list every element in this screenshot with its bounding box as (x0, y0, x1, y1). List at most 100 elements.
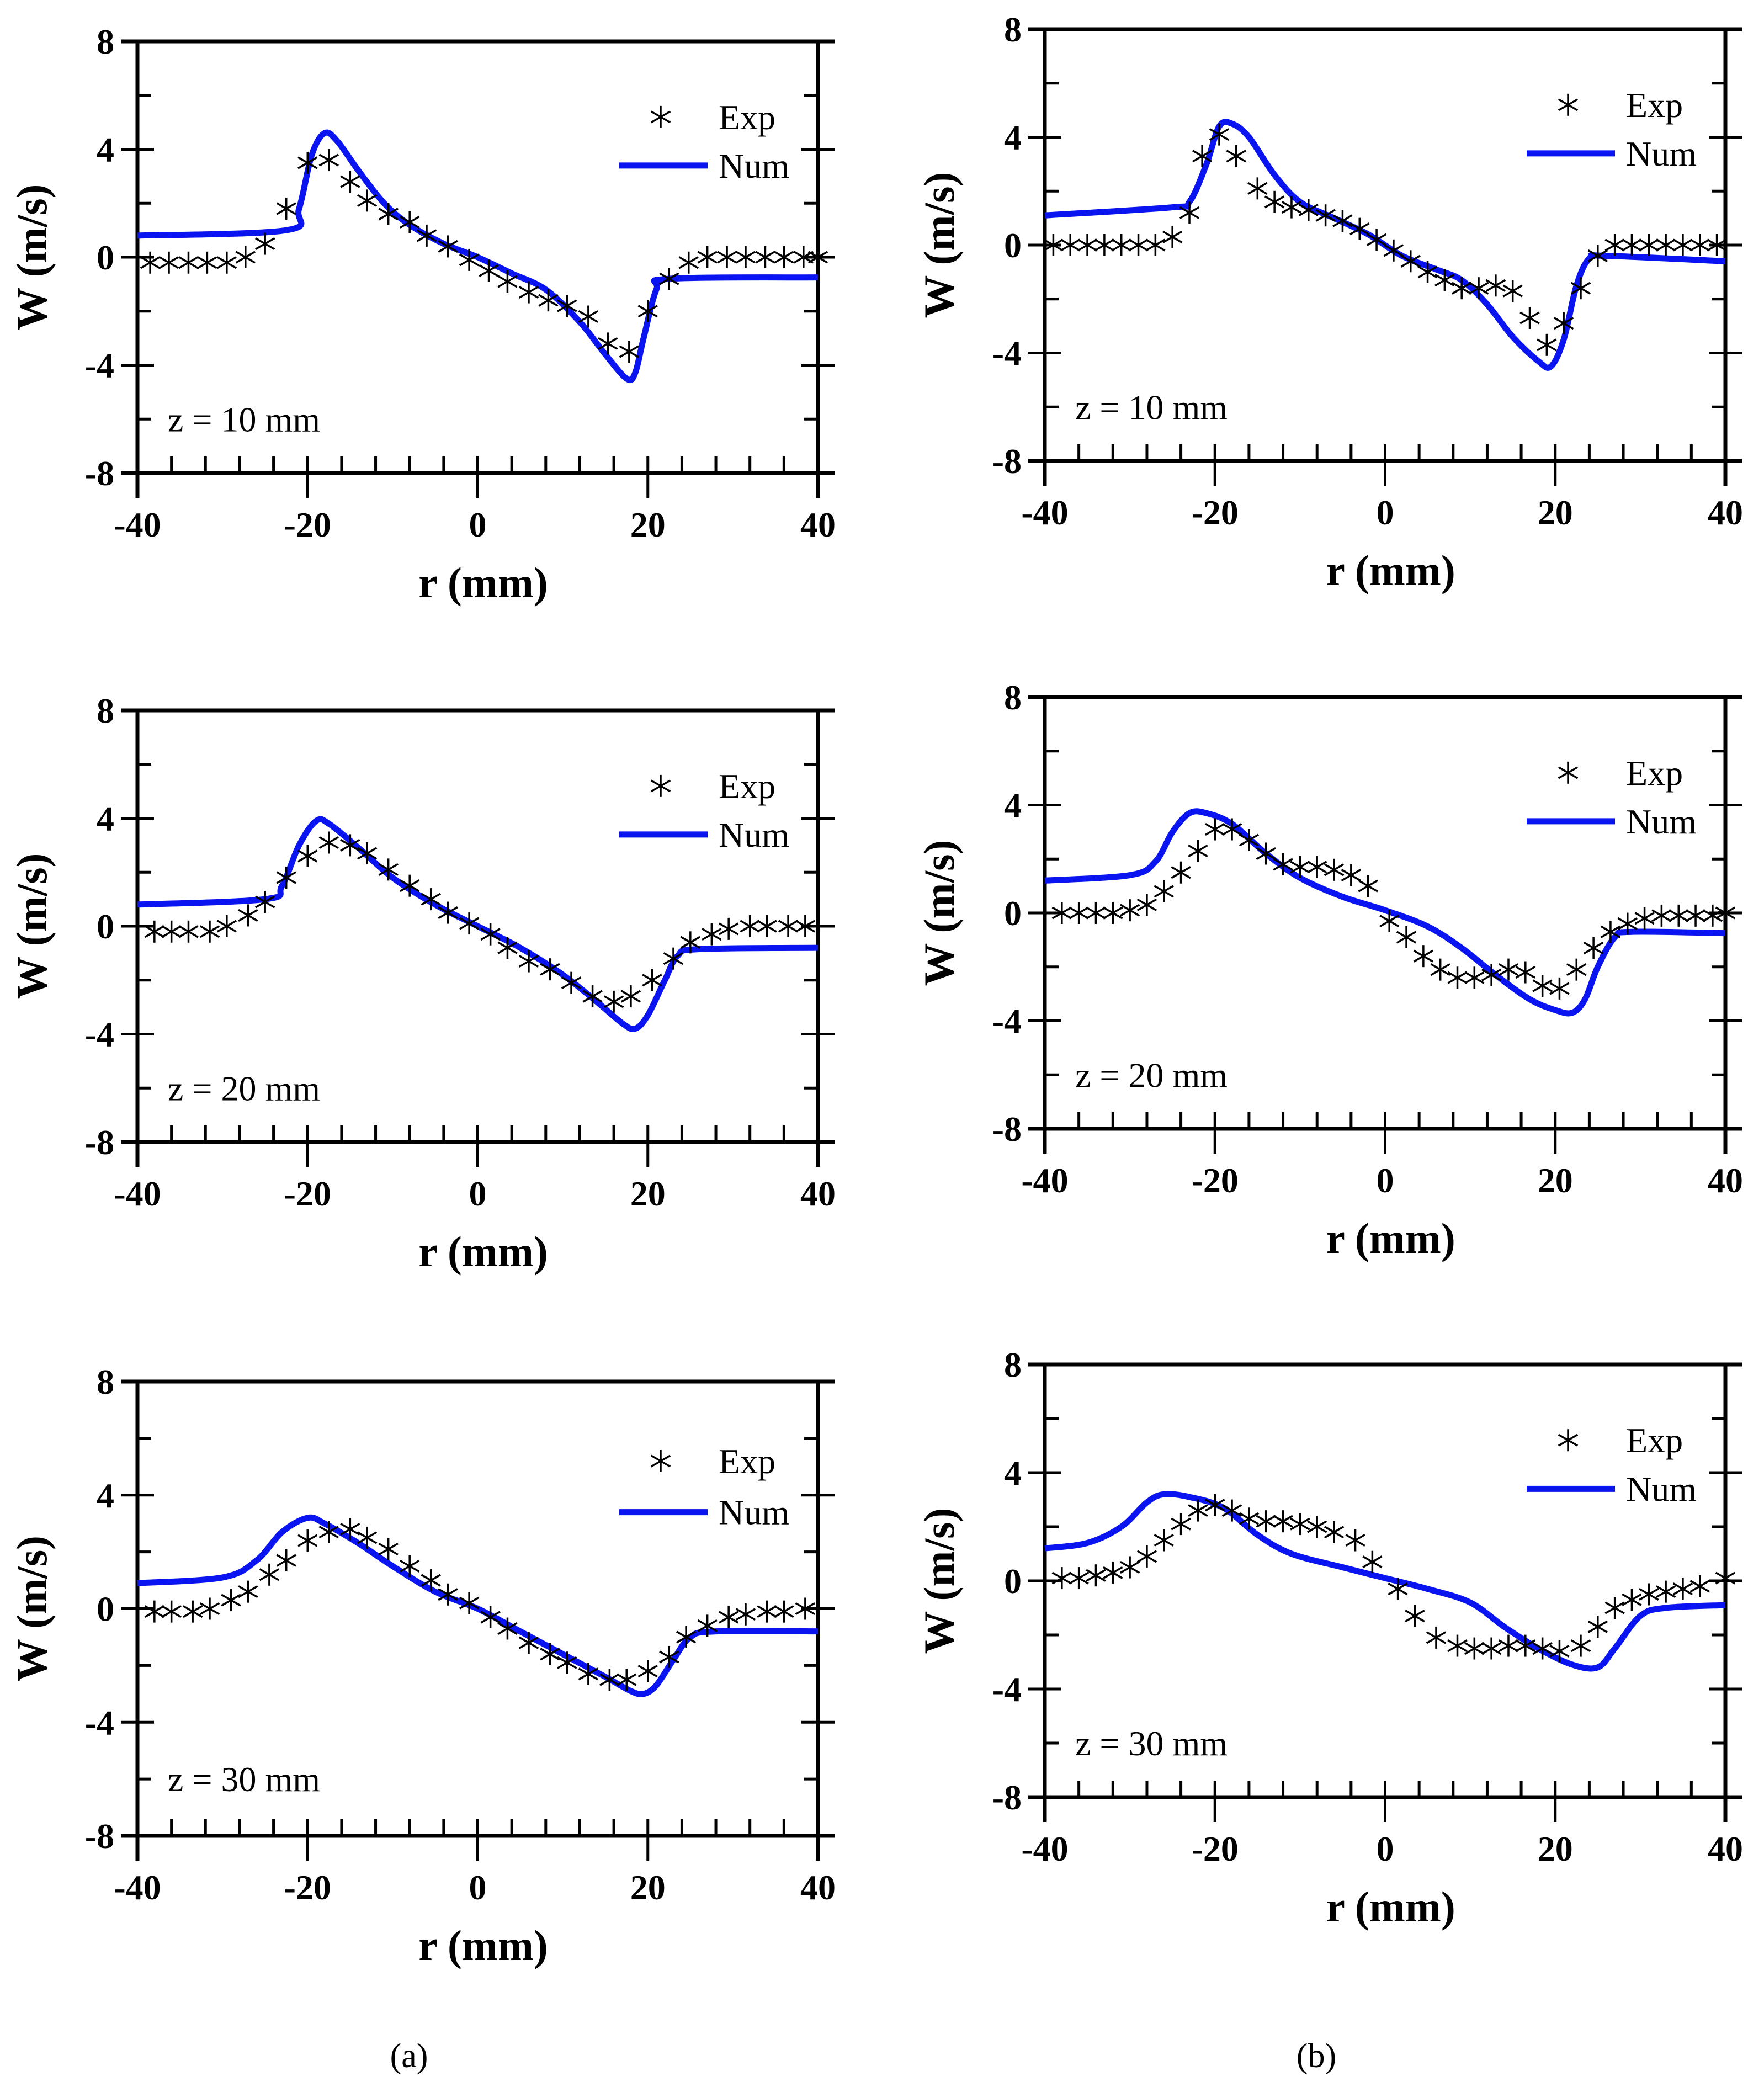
exp-data-point (1077, 234, 1098, 256)
exp-data-point (421, 1569, 441, 1592)
asterisk-stroke (1464, 1642, 1485, 1655)
y-tick-label: -4 (992, 1670, 1022, 1709)
asterisk-stroke (718, 1611, 739, 1624)
asterisk-stroke (716, 251, 737, 264)
exp-data-point (1069, 902, 1089, 924)
exp-data-point (318, 831, 339, 854)
asterisk-stroke (1519, 311, 1540, 325)
asterisk-stroke (178, 256, 199, 269)
asterisk-stroke (561, 976, 582, 990)
asterisk-stroke (637, 305, 658, 318)
exp-data-point (1622, 234, 1642, 256)
exp-data-point (518, 1632, 539, 1654)
exp-data-point (1570, 277, 1591, 300)
exp-data-point (400, 874, 420, 897)
asterisk-stroke (1617, 917, 1638, 931)
exp-data-point (297, 845, 318, 867)
asterisk-stroke (1715, 906, 1736, 920)
exp-data-point (1315, 204, 1336, 227)
exp-data-point (497, 1617, 518, 1640)
y-tick-label: 0 (1004, 894, 1022, 933)
asterisk-stroke (1689, 238, 1710, 252)
asterisk-stroke (340, 838, 360, 852)
x-tick-label: -40 (1021, 1161, 1068, 1200)
asterisk-stroke (199, 925, 220, 938)
asterisk-stroke (1256, 847, 1276, 860)
exp-data-point (238, 1580, 258, 1603)
x-tick-label: 0 (469, 1174, 487, 1213)
exp-data-point (1345, 1529, 1365, 1552)
exp-data-point (1481, 1637, 1502, 1660)
exp-data-point (620, 985, 641, 1008)
y-tick-label: -8 (992, 442, 1022, 481)
exp-data-point (1154, 880, 1174, 902)
asterisk-stroke (238, 1585, 258, 1598)
exp-data-point (1209, 123, 1230, 146)
asterisk-stroke (1515, 1639, 1536, 1653)
asterisk-stroke (144, 925, 165, 938)
exp-data-point (1145, 234, 1166, 256)
caption-a: (a) (390, 2037, 428, 2075)
exp-data-point (378, 1538, 399, 1560)
exp-data-point (1396, 926, 1417, 948)
asterisk-stroke (221, 1594, 241, 1607)
asterisk-stroke (1468, 282, 1489, 295)
exp-data-point (1111, 234, 1131, 256)
asterisk-stroke (1570, 282, 1591, 295)
exp-data-point (1162, 226, 1183, 248)
x-tick-label: 40 (800, 1174, 836, 1213)
legend-num-label: Num (1626, 1469, 1697, 1509)
num-series-line (1044, 1491, 1726, 1672)
y-tick-label: 0 (97, 1590, 114, 1629)
asterisk-stroke (1256, 1515, 1276, 1528)
exp-data-point (1307, 1516, 1327, 1538)
y-tick-label: 4 (97, 1476, 114, 1515)
y-axis-title: W (m/s) (915, 840, 963, 986)
asterisk-stroke (678, 256, 699, 269)
exp-data-point (774, 1600, 794, 1623)
exp-data-point (1485, 274, 1506, 297)
asterisk-stroke (378, 863, 399, 876)
exp-data-point (1672, 1578, 1693, 1600)
exp-data-point (774, 246, 794, 268)
asterisk-stroke (1553, 317, 1574, 330)
asterisk-stroke (1221, 822, 1242, 836)
asterisk-stroke (1417, 265, 1438, 279)
asterisk-stroke (1205, 822, 1225, 836)
asterisk-stroke (718, 922, 739, 936)
exp-data-point (1532, 974, 1553, 997)
exp-data-point (276, 867, 296, 889)
asterisk-stroke (1077, 238, 1098, 252)
x-axis-title: r (mm) (418, 559, 548, 607)
asterisk-stroke (1388, 1582, 1408, 1596)
x-tick-label: -40 (1021, 1829, 1068, 1868)
x-axis-title: r (mm) (418, 1228, 548, 1276)
asterisk-stroke (1051, 1571, 1072, 1585)
asterisk-stroke (1515, 966, 1536, 979)
asterisk-stroke (1273, 1515, 1293, 1528)
exp-data-point (1188, 1499, 1208, 1522)
asterisk-stroke (216, 920, 237, 933)
exp-data-point (1583, 937, 1604, 959)
y-tick-label: -8 (992, 1778, 1022, 1817)
exp-data-point (1537, 333, 1557, 356)
exp-data-point (676, 1626, 697, 1648)
asterisk-stroke (1171, 1517, 1191, 1531)
exp-data-point (1273, 1510, 1293, 1533)
asterisk-stroke (1639, 238, 1659, 252)
x-tick-label: -40 (1021, 493, 1068, 532)
asterisk-stroke (459, 253, 480, 267)
asterisk-stroke (497, 275, 518, 288)
exp-data-point (357, 842, 378, 865)
asterisk-stroke (400, 879, 420, 893)
asterisk-stroke (1558, 98, 1579, 111)
exp-data-point (1702, 904, 1723, 927)
asterisk-stroke (619, 345, 640, 358)
exp-data-point (598, 332, 618, 355)
y-tick-label: 0 (1004, 1562, 1022, 1601)
exp-data-point (1205, 1494, 1225, 1516)
y-tick-label: 4 (1004, 118, 1022, 157)
asterisk-stroke (318, 1526, 339, 1539)
asterisk-stroke (1298, 203, 1319, 216)
